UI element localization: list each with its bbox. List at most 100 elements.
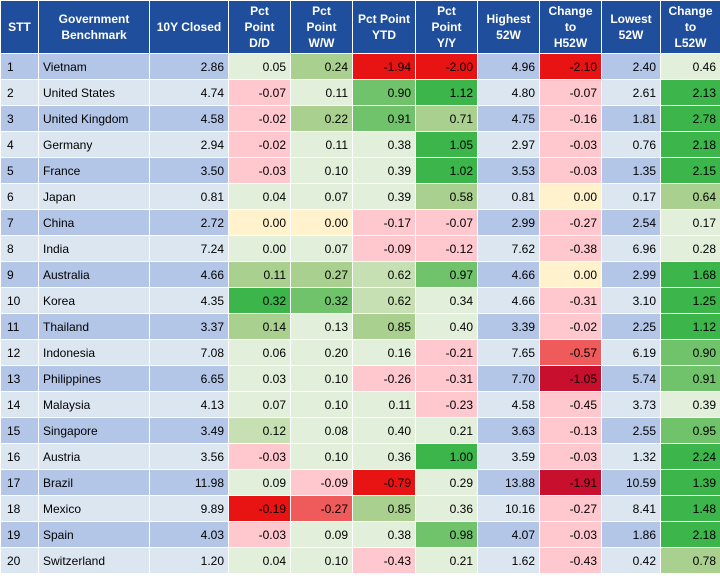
cell-lowest-52w: 10.59 [601,469,661,496]
cell-pct-point-dd: -0.03 [228,521,291,548]
cell-10y-closed: 4.66 [149,261,229,288]
cell-change-to-l52w: 0.95 [660,417,720,444]
cell-10y-closed: 2.86 [149,53,229,80]
cell-pct-point-dd: 0.00 [228,209,291,236]
cell-lowest-52w: 1.81 [601,105,661,132]
table-row: 12 Indonesia 7.08 0.06 0.20 0.16 -0.21 7.65 -0.5… [0,339,720,366]
cell-change-to-l52w: 0.64 [660,183,720,210]
cell-pct-point-yy: 1.00 [415,443,478,470]
header-change-to-l52w: Change to L52W [660,0,720,54]
cell-10y-closed: 7.24 [149,235,229,262]
cell-change-to-h52w: -0.38 [539,235,602,262]
cell-change-to-l52w: 2.18 [660,521,720,548]
cell-pct-point-ww: 0.13 [290,313,353,340]
cell-change-to-h52w: -0.03 [539,157,602,184]
cell-change-to-l52w: 0.17 [660,209,720,236]
cell-pct-point-ww: 0.10 [290,157,353,184]
table-row: 6 Japan 0.81 0.04 0.07 0.39 0.58 0.81 0.00 0.17 0.… [0,183,720,210]
cell-pct-point-ytd: 0.90 [352,79,416,106]
cell-lowest-52w: 1.35 [601,157,661,184]
cell-lowest-52w: 2.54 [601,209,661,236]
cell-pct-point-ytd: 0.62 [352,261,416,288]
cell-stt: 11 [0,313,39,340]
cell-stt: 18 [0,495,39,522]
cell-change-to-h52w: -0.03 [539,443,602,470]
cell-change-to-h52w: -0.03 [539,131,602,158]
cell-pct-point-yy: 0.97 [415,261,478,288]
cell-change-to-l52w: 0.28 [660,235,720,262]
cell-change-to-h52w: -0.07 [539,79,602,106]
cell-10y-closed: 9.89 [149,495,229,522]
cell-10y-closed: 4.74 [149,79,229,106]
cell-lowest-52w: 2.55 [601,417,661,444]
cell-pct-point-dd: 0.14 [228,313,291,340]
table-row: 14 Malaysia 4.13 0.07 0.10 0.11 -0.23 4.58 -0.45… [0,391,720,418]
cell-lowest-52w: 2.25 [601,313,661,340]
cell-stt: 16 [0,443,39,470]
cell-change-to-l52w: 2.13 [660,79,720,106]
table-row: 11 Thailand 3.37 0.14 0.13 0.85 0.40 3.39 -0.02 2… [0,313,720,340]
cell-change-to-h52w: 0.00 [539,183,602,210]
cell-change-to-l52w: 1.48 [660,495,720,522]
cell-pct-point-yy: 0.21 [415,547,478,574]
cell-change-to-l52w: 1.68 [660,261,720,288]
cell-change-to-h52w: -0.27 [539,209,602,236]
table-row: 17 Brazil 11.98 0.09 -0.09 -0.79 0.29 13.88 -1.9… [0,469,720,496]
cell-10y-closed: 4.35 [149,287,229,314]
cell-change-to-l52w: 2.78 [660,105,720,132]
cell-pct-point-ytd: 0.11 [352,391,416,418]
cell-change-to-l52w: 1.25 [660,287,720,314]
cell-pct-point-ytd: 0.85 [352,495,416,522]
cell-pct-point-dd: 0.09 [228,469,291,496]
cell-change-to-h52w: -0.16 [539,105,602,132]
cell-country: Mexico [38,495,150,522]
cell-pct-point-ytd: -0.43 [352,547,416,574]
cell-country: Australia [38,261,150,288]
cell-10y-closed: 2.94 [149,131,229,158]
table-row: 7 China 2.72 0.00 0.00 -0.17 -0.07 2.99 -0.27 2.5… [0,209,720,236]
cell-pct-point-ww: 0.10 [290,443,353,470]
cell-10y-closed: 6.65 [149,365,229,392]
cell-pct-point-yy: 0.29 [415,469,478,496]
cell-pct-point-ww: 0.20 [290,339,353,366]
cell-pct-point-yy: -0.31 [415,365,478,392]
cell-country: China [38,209,150,236]
cell-pct-point-yy: 1.12 [415,79,478,106]
cell-pct-point-ww: 0.00 [290,209,353,236]
cell-country: Malaysia [38,391,150,418]
cell-highest-52w: 2.99 [477,209,540,236]
cell-pct-point-ww: 0.07 [290,235,353,262]
cell-10y-closed: 3.37 [149,313,229,340]
cell-highest-52w: 3.63 [477,417,540,444]
header-highest-52w: Highest 52W [477,0,540,54]
cell-10y-closed: 4.13 [149,391,229,418]
cell-highest-52w: 1.62 [477,547,540,574]
cell-change-to-h52w: -1.91 [539,469,602,496]
cell-highest-52w: 0.81 [477,183,540,210]
cell-pct-point-ytd: 0.38 [352,131,416,158]
table-row: 4 Germany 2.94 -0.02 0.11 0.38 1.05 2.97 -0.03 0.… [0,131,720,158]
cell-pct-point-ytd: 0.40 [352,417,416,444]
cell-pct-point-dd: -0.19 [228,495,291,522]
cell-change-to-l52w: 0.78 [660,547,720,574]
cell-stt: 15 [0,417,39,444]
cell-pct-point-yy: -2.00 [415,53,478,80]
table-row: 8 India 7.24 0.00 0.07 -0.09 -0.12 7.62 -0.38 6.9… [0,235,720,262]
cell-change-to-h52w: -2.10 [539,53,602,80]
cell-change-to-l52w: 1.12 [660,313,720,340]
header-10y-closed: 10Y Closed [149,0,229,54]
cell-change-to-h52w: -1.05 [539,365,602,392]
header-pct-point-ww: Pct Point W/W [290,0,353,54]
cell-pct-point-ww: -0.09 [290,469,353,496]
cell-pct-point-ytd: -1.94 [352,53,416,80]
cell-pct-point-yy: -0.07 [415,209,478,236]
cell-pct-point-dd: 0.12 [228,417,291,444]
cell-pct-point-ytd: 0.38 [352,521,416,548]
cell-stt: 10 [0,287,39,314]
cell-highest-52w: 4.58 [477,391,540,418]
cell-pct-point-dd: 0.07 [228,391,291,418]
cell-lowest-52w: 1.86 [601,521,661,548]
cell-pct-point-dd: -0.03 [228,157,291,184]
cell-pct-point-ytd: 0.85 [352,313,416,340]
